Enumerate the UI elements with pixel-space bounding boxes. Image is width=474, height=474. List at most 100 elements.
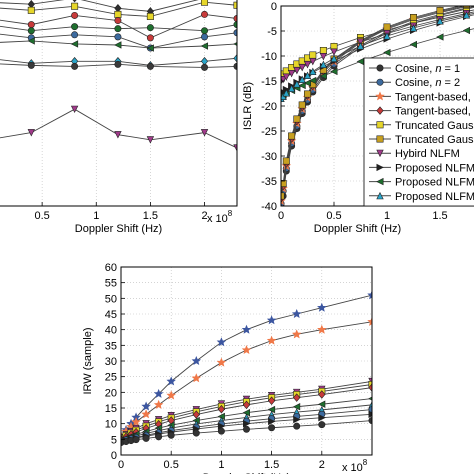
x-exponent-label: x 108	[342, 458, 368, 474]
x-tick-label: 1.5	[143, 210, 158, 222]
data-point	[367, 290, 372, 300]
data-point	[462, 26, 471, 35]
legend-label: Proposed NLFM	[395, 191, 474, 203]
x-tick-label: 0.5	[34, 210, 49, 222]
data-point	[303, 60, 312, 69]
data-point	[383, 48, 391, 57]
data-point	[142, 434, 150, 442]
data-point	[242, 400, 251, 410]
data-point	[200, 129, 209, 137]
data-point	[243, 419, 251, 428]
y-tick-label: -35	[261, 176, 277, 188]
data-point	[268, 396, 276, 406]
data-point	[462, 11, 471, 19]
data-point	[146, 24, 154, 32]
data-point	[233, 42, 237, 46]
legend-marker	[376, 106, 384, 115]
data-point	[293, 422, 301, 430]
data-point	[383, 23, 391, 31]
x-tick-label: 1	[384, 210, 390, 222]
data-point	[319, 72, 327, 80]
data-point	[200, 42, 209, 50]
data-point	[233, 1, 237, 9]
data-point	[268, 424, 276, 432]
data-point	[318, 421, 326, 429]
data-point	[146, 44, 154, 52]
data-point	[233, 14, 237, 22]
legend-label: Proposed NLFM	[395, 162, 474, 174]
data-point	[330, 67, 338, 76]
data-point	[192, 429, 200, 437]
data-point	[303, 90, 311, 98]
x-axis-label: Doppler Shift (Hz)	[75, 223, 162, 235]
data-point	[409, 24, 418, 32]
data-point	[233, 62, 237, 70]
x-tick-label: 1.5	[264, 459, 279, 471]
y-tick-label: -40	[261, 201, 277, 213]
data-point	[166, 376, 176, 386]
legend-label: Hybird NLFM	[395, 148, 460, 160]
data-point	[191, 373, 202, 383]
x-tick-label: 2	[201, 210, 207, 222]
y-tick-label: 40	[105, 325, 117, 337]
data-point	[282, 73, 290, 81]
legend-marker	[376, 177, 384, 186]
data-point	[72, 0, 77, 3]
data-point	[409, 14, 417, 22]
data-point	[309, 57, 317, 66]
data-point	[114, 60, 122, 68]
y-tick-label: 45	[105, 309, 117, 321]
data-point	[266, 315, 277, 325]
data-point	[436, 17, 444, 25]
data-point	[317, 324, 327, 334]
data-point	[266, 335, 277, 345]
y-tick-label: 0	[111, 450, 117, 462]
data-point	[191, 356, 202, 366]
data-point	[383, 32, 391, 40]
data-point	[368, 396, 372, 401]
data-point	[233, 53, 237, 63]
data-point	[27, 27, 35, 35]
data-point	[146, 12, 154, 20]
data-point	[71, 2, 79, 10]
y-tick-label: -15	[261, 76, 277, 88]
data-point	[70, 40, 79, 48]
data-point	[192, 410, 200, 419]
chart-panel-top-right: 0 0.5 1 1.5 0 -5 -10 -15 -20 -25 -30 -35 -40 Doppler …	[242, 1, 474, 235]
data-point	[268, 417, 276, 426]
x-tick-label: 0.5	[164, 459, 179, 471]
data-point	[409, 40, 418, 49]
x-tick-label: 1	[93, 210, 99, 222]
y-tick-label: 10	[105, 419, 117, 431]
y-tick-label: 60	[105, 262, 117, 274]
data-point	[27, 61, 35, 69]
x-axis-label: Doppler Shift (Hz)	[314, 223, 401, 235]
data-point	[298, 64, 306, 72]
y-tick-label: 50	[105, 293, 117, 305]
data-point	[293, 80, 301, 88]
legend-label: Tangent-based, c	[395, 106, 474, 118]
data-point	[368, 410, 372, 418]
data-point	[367, 316, 372, 326]
data-point	[153, 388, 164, 398]
data-point	[216, 337, 227, 347]
data-point	[167, 431, 175, 439]
series-line	[281, 6, 462, 197]
data-point	[201, 33, 209, 41]
data-point	[318, 414, 326, 422]
legend-label: Truncated Gauss	[395, 134, 474, 146]
legend-marker	[376, 64, 384, 72]
legend-marker	[376, 121, 384, 129]
y-tick-label: 55	[105, 278, 117, 290]
legend-label: Truncated Gauss	[395, 120, 474, 132]
data-point	[233, 29, 237, 37]
data-point	[114, 33, 122, 41]
data-point	[155, 433, 163, 441]
y-tick-label: 5	[111, 434, 117, 446]
y-tick-label: 15	[105, 403, 117, 415]
legend-label: Tangent-based, c	[395, 91, 474, 103]
data-point	[309, 67, 317, 75]
data-point	[303, 71, 312, 79]
y-tick-label: 0	[271, 1, 277, 13]
